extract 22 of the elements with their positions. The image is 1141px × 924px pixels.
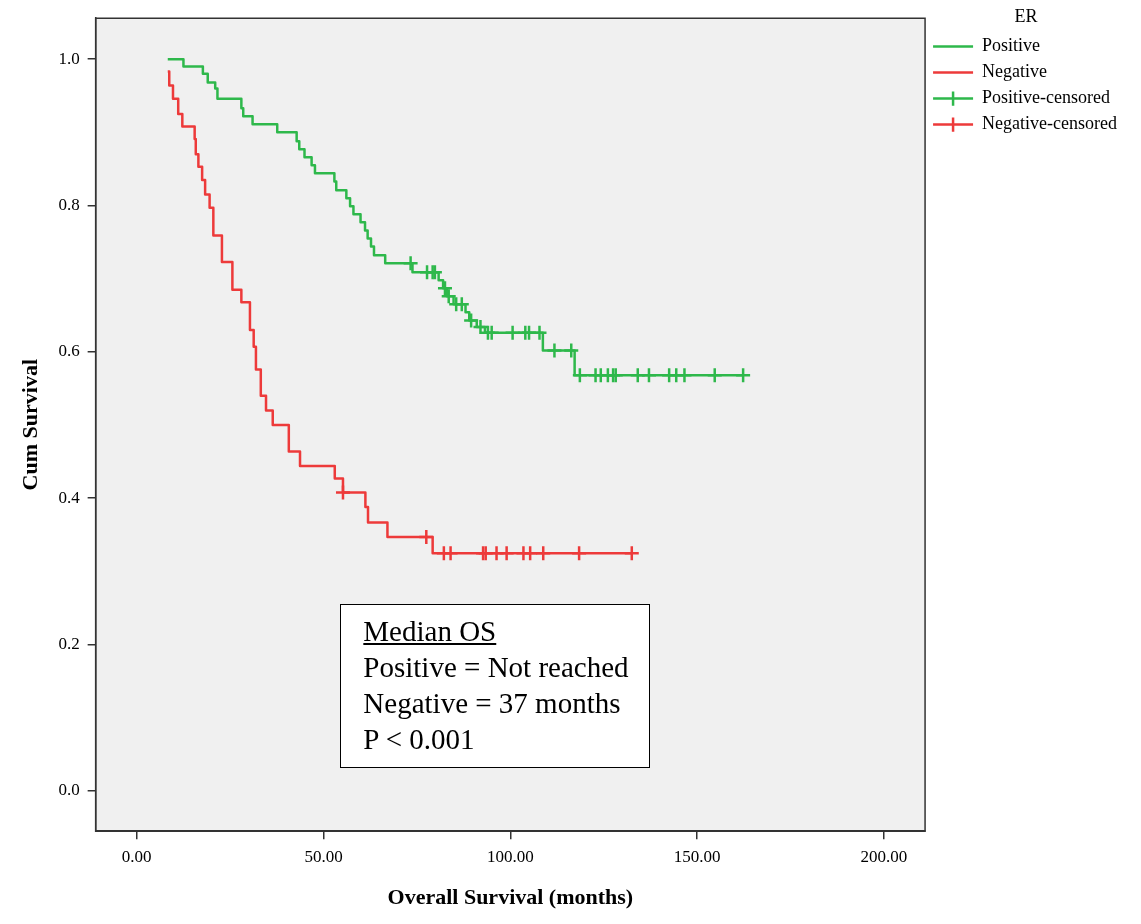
x-tick-label: 200.00 — [860, 846, 908, 866]
legend-label: Negative — [982, 61, 1048, 82]
y-tick-label: 0.8 — [58, 195, 80, 214]
x-tick-label: 100.00 — [486, 846, 534, 866]
x-axis-title: Overall Survival (months) — [387, 884, 634, 910]
y-tick-label: 0.0 — [58, 780, 80, 800]
legend-label: Positive-censored — [982, 87, 1111, 108]
y-tick-label: 1.0 — [58, 48, 80, 68]
x-tick-label: 0.00 — [121, 846, 152, 866]
y-tick-label: 0.4 — [58, 487, 81, 507]
x-tick-label: 150.00 — [673, 846, 721, 866]
annotation: Negative = 37 months — [363, 685, 622, 721]
legend-title: ER — [1014, 5, 1038, 26]
x-tick-label: 50.00 — [304, 846, 343, 866]
legend-label: Positive — [982, 35, 1041, 56]
y-tick-label: 0.2 — [58, 634, 80, 654]
legend-label: Negative-censored — [982, 113, 1118, 134]
annotation: Positive = Not reached — [363, 649, 629, 685]
y-axis-title: Cum Survival — [16, 358, 42, 491]
y-tick-label: 0.6 — [58, 341, 80, 361]
annotation: P < 0.001 — [363, 721, 476, 757]
annotation: Median OS — [363, 613, 498, 649]
